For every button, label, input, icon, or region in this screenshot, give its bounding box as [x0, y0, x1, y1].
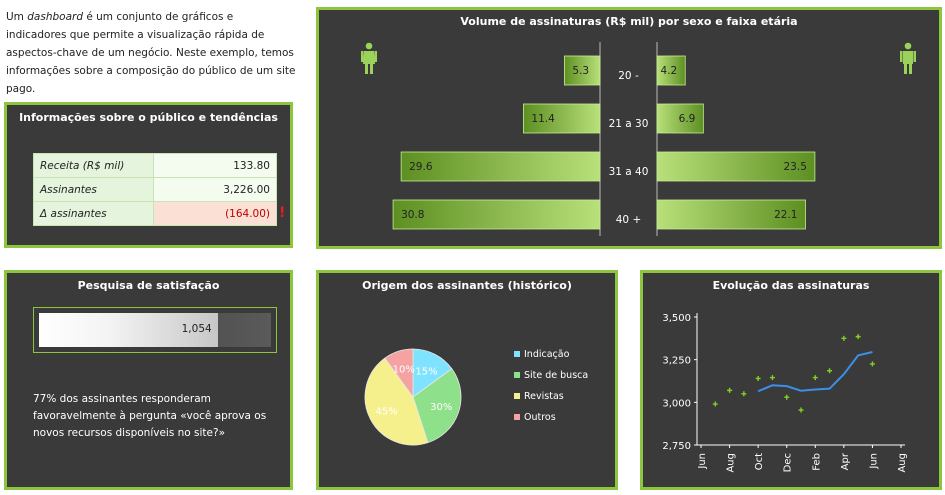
pie-slice [412, 368, 462, 444]
legend-swatch [514, 351, 520, 357]
category-label: 31 a 40 [609, 166, 649, 178]
data-label: 11.4 [531, 113, 555, 125]
category-label: 20 - [618, 70, 639, 82]
survey-track: 1,054 [39, 313, 271, 347]
volume-panel: Volume de assinaturas (R$ mil) por sexo … [316, 7, 942, 249]
legend-swatch [514, 393, 520, 399]
data-label: 5.3 [572, 65, 589, 77]
info-panel-title: Informações sobre o público e tendências [19, 111, 278, 124]
legend-label: Revistas [524, 391, 564, 402]
y-tick-label: 2,750 [662, 441, 691, 452]
evolution-chart-title: Evolução das assinaturas [712, 279, 870, 292]
legend-swatch [514, 414, 520, 420]
row-label: Receita (R$ mil) [33, 153, 154, 178]
x-tick-label: Oct [754, 453, 765, 470]
male-icon [900, 42, 916, 74]
series-marker [741, 391, 747, 397]
x-tick-label: Feb [811, 453, 822, 471]
pie-slice [384, 348, 414, 399]
series-marker [855, 334, 861, 340]
intro-text: Um dashboard é um conjunto de gráficos e… [6, 8, 296, 98]
intro-prefix: Um [6, 11, 28, 23]
info-panel: Informações sobre o público e tendências… [4, 102, 293, 248]
data-label: 23.5 [784, 161, 807, 173]
bar-female [392, 199, 601, 230]
category-label: 21 a 30 [609, 118, 649, 130]
female-icon [361, 42, 377, 74]
data-label: 29.6 [409, 161, 433, 173]
data-label: 22.1 [774, 209, 797, 221]
data-label: 6.9 [679, 113, 696, 125]
intro-suffix: é um conjunto de gráficos e indicadores … [6, 11, 296, 95]
origin-chart: 15% Indicação 30% Site de busca 45% Revistas 1… [364, 348, 588, 446]
pie-label: 30% [430, 402, 452, 413]
intro-keyword: dashboard [27, 11, 83, 23]
series-marker [869, 361, 875, 367]
x-tick-label: Jun [697, 453, 708, 470]
bar-female [523, 103, 601, 134]
series-marker [812, 375, 818, 381]
survey-fill [39, 313, 218, 347]
row-label: Δ assinantes [33, 201, 154, 226]
table-row: Receita (R$ mil) 133.80 [33, 153, 277, 178]
y-tick-label: 3,500 [662, 313, 691, 324]
pie-label: 10% [393, 365, 415, 376]
exclamation-icon: ! [279, 205, 286, 221]
series-line [757, 351, 873, 393]
row-value: 133.80 [153, 153, 277, 178]
x-tick-label: Aug [897, 453, 908, 473]
y-tick-label: 3,000 [662, 398, 691, 409]
x-tick-label: Dec [783, 453, 794, 472]
bar-male [656, 55, 686, 86]
legend-label: Site de busca [524, 370, 588, 381]
legend-label: Indicação [524, 349, 570, 360]
row-value: 3,226.00 [153, 177, 277, 202]
volume-chart: 5.3 4.2 20 - 11.4 6.9 21 a 30 29.6 23.5 31 a 40 3… [361, 42, 916, 236]
origin-chart-title: Origem dos assinantes (histórico) [362, 279, 572, 292]
series-marker [798, 407, 804, 413]
bar-male [656, 199, 806, 230]
row-label: Assinantes [33, 177, 154, 202]
x-tick-label: Jun [868, 453, 879, 470]
series-marker [827, 368, 833, 374]
evolution-panel: Evolução das assinaturas 2,750 3,000 3,250… [640, 270, 942, 490]
survey-title: Pesquisa de satisfação [77, 279, 220, 292]
data-label: 4.2 [661, 65, 678, 77]
info-table: Receita (R$ mil) 133.80 Assinantes 3,226.0… [33, 153, 277, 226]
legend-label: Outros [524, 412, 556, 423]
table-row: Δ assinantes (164.00) [33, 201, 277, 226]
series-marker [712, 401, 718, 407]
bar-female [563, 55, 601, 86]
row-value: (164.00) [153, 201, 277, 226]
evolution-chart: 2,750 3,000 3,250 3,500 Jun Aug Oct Dec Feb Apr Ju… [662, 313, 908, 473]
y-tick-label: 3,250 [662, 356, 691, 367]
bar-female [400, 151, 601, 182]
series-marker [769, 375, 775, 381]
volume-chart-title: Volume de assinaturas (R$ mil) por sexo … [460, 15, 798, 28]
series-marker [727, 387, 733, 393]
survey-value: 1,054 [181, 323, 212, 335]
series-marker [755, 375, 761, 381]
pie-slice [364, 357, 429, 446]
series-marker [784, 394, 790, 400]
data-label: 30.8 [401, 209, 424, 221]
survey-gauge: 1,054 [33, 307, 277, 353]
bar-male [656, 103, 704, 134]
x-tick-label: Aug [726, 453, 737, 473]
table-row: Assinantes 3,226.00 [33, 177, 277, 202]
x-tick-label: Apr [840, 452, 851, 470]
pie-label: 15% [415, 366, 437, 377]
origin-panel: Origem dos assinantes (histórico) 15% Ind… [316, 270, 618, 490]
bar-male [656, 151, 816, 182]
series-marker [841, 335, 847, 341]
category-label: 40 + [616, 214, 642, 226]
pie-label: 45% [375, 407, 397, 418]
survey-panel: Pesquisa de satisfação 1,054 77% dos ass… [4, 270, 293, 490]
survey-text: 77% dos assinantes responderam favoravel… [33, 393, 267, 439]
legend-swatch [514, 372, 520, 378]
